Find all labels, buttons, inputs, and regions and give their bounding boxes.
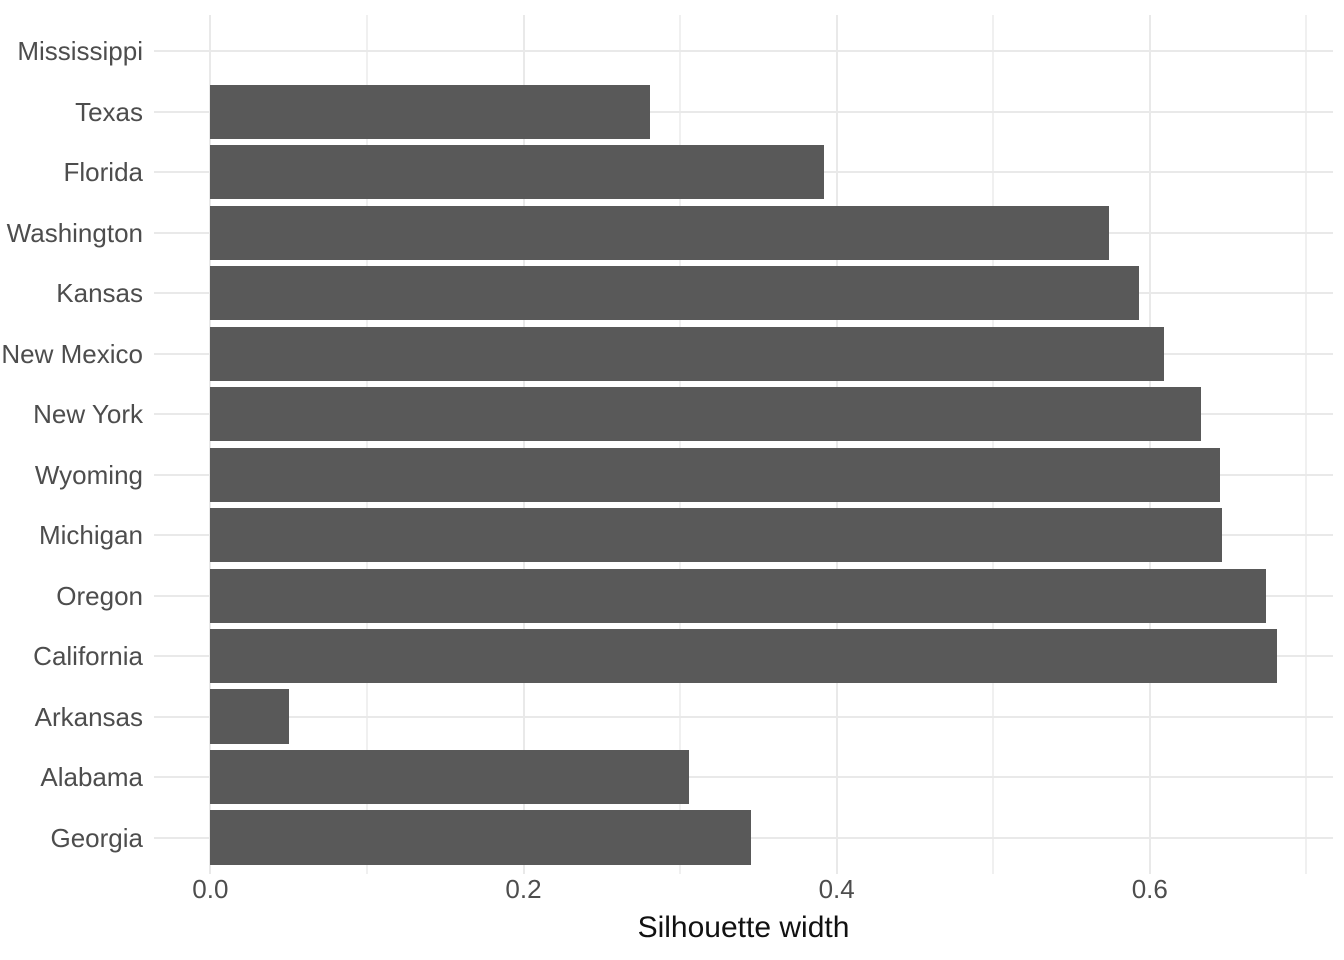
y-axis-label: Texas: [75, 96, 143, 127]
y-axis-label: Kansas: [56, 278, 143, 309]
x-axis-title: Silhouette width: [637, 911, 850, 944]
y-axis-label: Arkansas: [34, 701, 143, 732]
x-axis-tick-label: 0.2: [505, 874, 542, 904]
minor-gridline: [992, 15, 995, 874]
y-axis-label: Georgia: [50, 822, 144, 853]
y-axis-label: Michigan: [38, 520, 143, 551]
bar-oregon: [210, 568, 1266, 623]
bar-wyoming: [210, 447, 1221, 502]
category-gridline: [154, 110, 1333, 113]
major-gridline: [1148, 15, 1151, 874]
major-gridline: [522, 15, 525, 874]
x-axis-tick-label: 0.0: [192, 874, 229, 904]
y-axis-label: Alabama: [40, 762, 143, 793]
y-axis-label: New York: [33, 399, 143, 430]
major-gridline: [209, 15, 212, 874]
bar-georgia: [210, 810, 751, 865]
category-gridline: [154, 50, 1333, 53]
bar-arkansas: [210, 689, 289, 744]
plot-panel: [154, 15, 1333, 874]
y-axis-label: Washington: [6, 217, 143, 248]
y-axis-label: Wyoming: [34, 459, 143, 490]
category-gridline: [154, 776, 1333, 779]
y-axis-label: Mississippi: [17, 36, 143, 67]
bar-texas: [210, 84, 651, 139]
minor-gridline: [365, 15, 368, 874]
bar-washington: [210, 205, 1110, 260]
y-axis-label: New Mexico: [1, 338, 143, 369]
bar-kansas: [210, 266, 1139, 321]
category-gridline: [154, 715, 1333, 718]
bar-michigan: [210, 508, 1222, 563]
y-axis-label: Florida: [63, 157, 143, 188]
bar-alabama: [210, 749, 690, 805]
bar-florida: [210, 145, 825, 200]
minor-gridline: [679, 15, 682, 874]
bar-new-york: [210, 387, 1202, 442]
x-axis-tick-label: 0.6: [1131, 874, 1168, 904]
major-gridline: [835, 15, 838, 874]
y-axis-label: California: [33, 641, 143, 672]
x-axis-tick-label: 0.4: [818, 874, 855, 904]
y-axis-label: Oregon: [56, 580, 143, 611]
minor-gridline: [1305, 15, 1308, 874]
bar-california: [210, 629, 1277, 684]
bar-new-mexico: [210, 326, 1164, 381]
